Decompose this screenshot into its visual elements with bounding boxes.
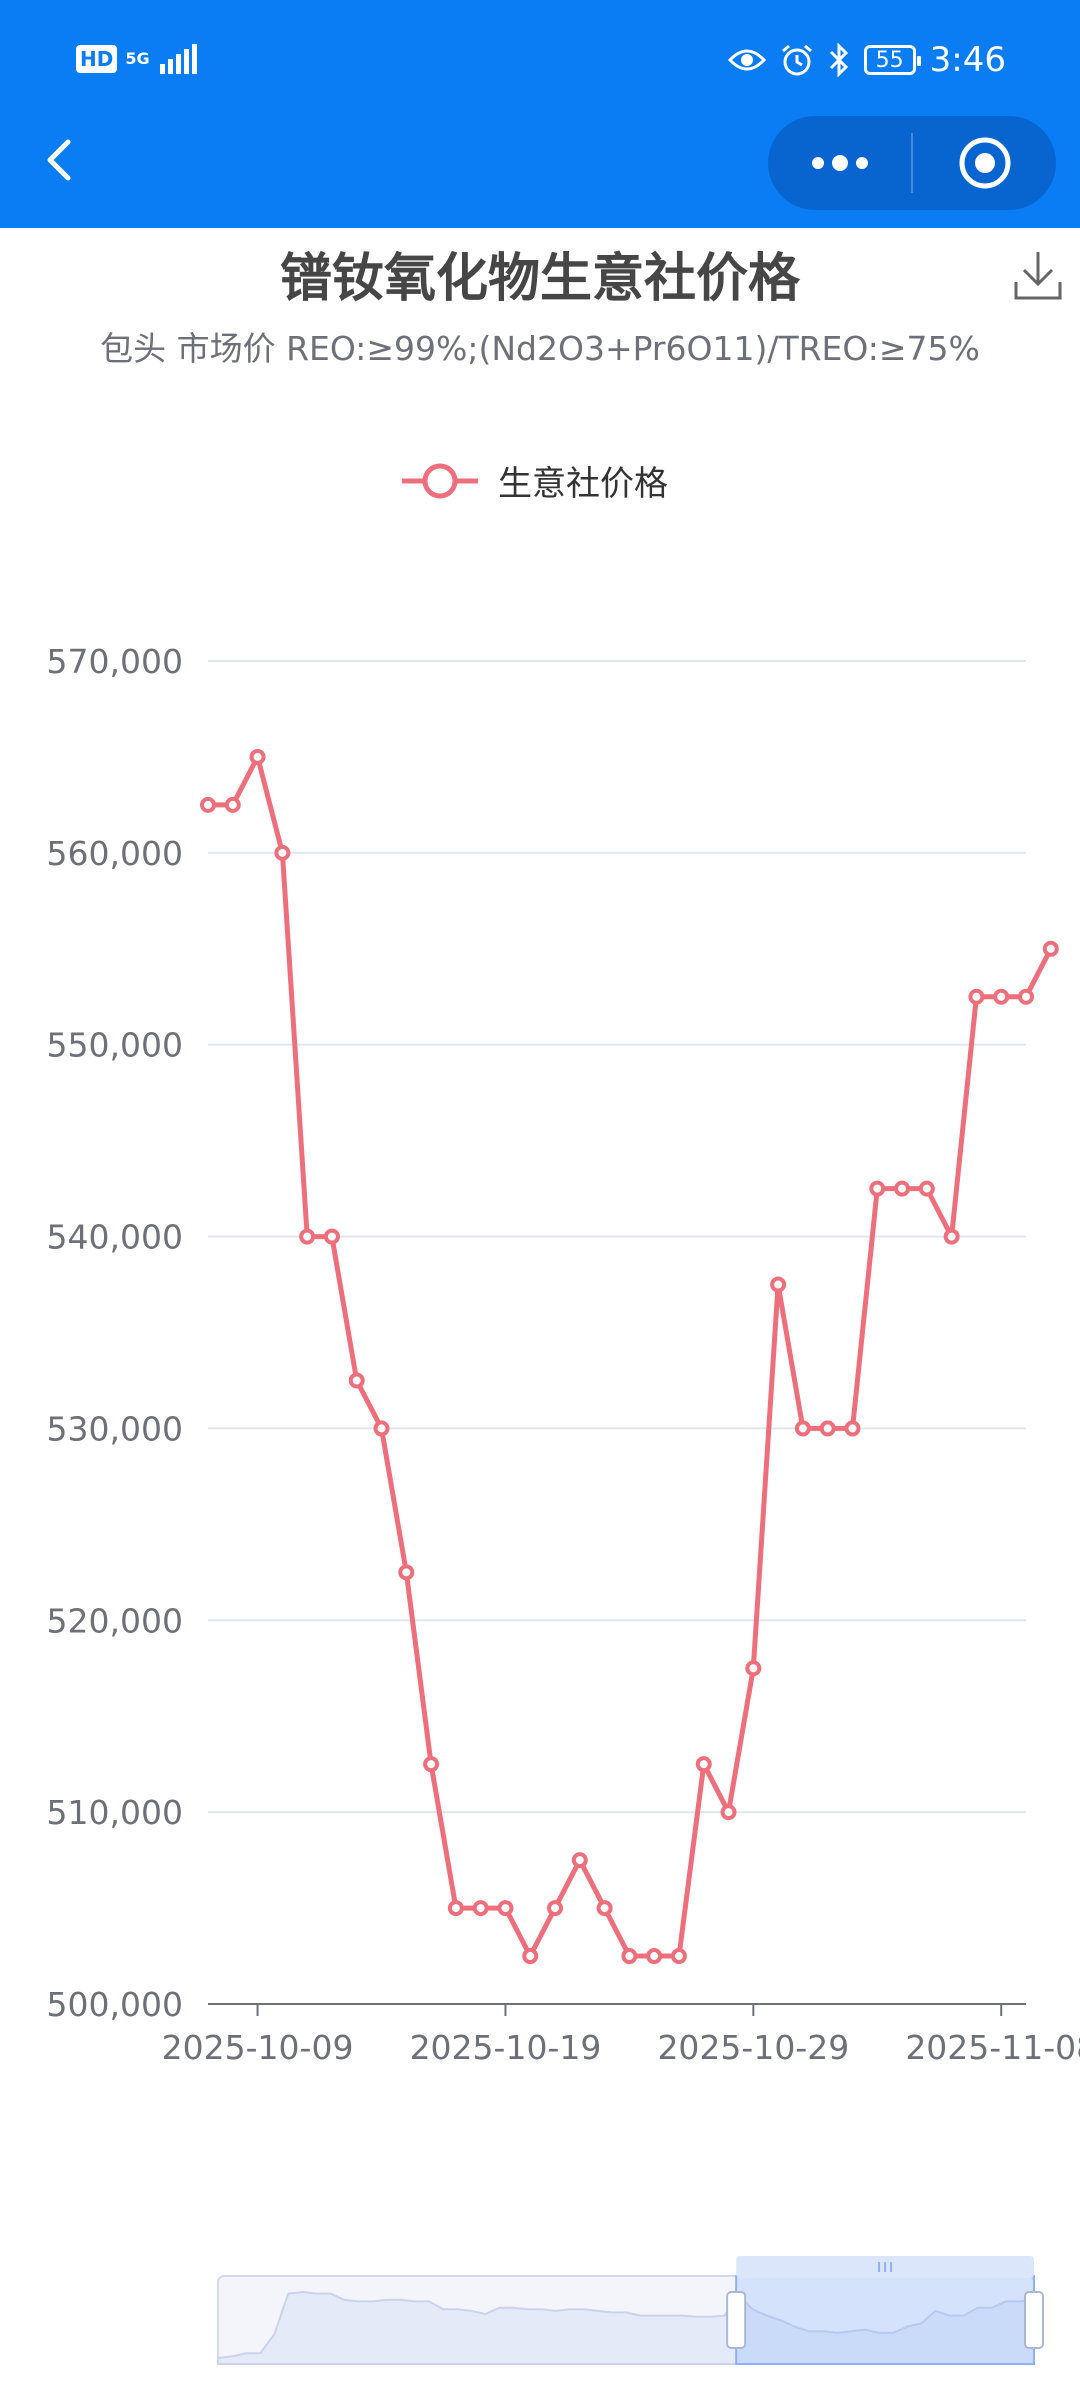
data-point <box>968 988 985 1005</box>
data-point <box>497 1900 514 1917</box>
capsule-divider <box>911 133 913 193</box>
y-tick-label: 570,000 <box>47 642 183 681</box>
top-bar: HD 5G 55 3:46 <box>0 0 1080 228</box>
y-tick-label: 530,000 <box>47 1409 183 1448</box>
data-point <box>522 1948 539 1965</box>
download-icon <box>1014 252 1062 300</box>
data-point <box>200 796 216 813</box>
data-point <box>695 1756 712 1773</box>
bluetooth-icon <box>829 43 848 77</box>
data-point <box>894 1180 911 1197</box>
target-circle-icon <box>959 137 1010 189</box>
data-point <box>398 1564 415 1581</box>
legend[interactable]: 生意社价格 <box>400 456 668 505</box>
legend-label: 生意社价格 <box>498 464 668 504</box>
zoom-overview-area <box>217 2290 1035 2365</box>
x-tick-label: 2025-10-29 <box>657 2028 849 2067</box>
download-button[interactable] <box>1012 248 1064 304</box>
data-point <box>794 1420 811 1437</box>
network-label: 5G <box>125 49 150 68</box>
chart-plot: 500,000 510,000 520,000 530,000 540,000 550,0… <box>47 642 1080 2067</box>
mini-program-capsule <box>768 116 1056 210</box>
x-tick-label: 2025-10-19 <box>410 2028 602 2067</box>
data-point <box>621 1948 638 1965</box>
chevron-left-icon <box>47 139 71 181</box>
data-point <box>1018 988 1034 1005</box>
data-point <box>869 1180 886 1197</box>
chart-title: 镨钕氧化物生意社价格 <box>279 249 800 309</box>
close-button[interactable] <box>913 116 1056 210</box>
zoom-window[interactable] <box>735 2275 1035 2365</box>
data-point <box>646 1948 663 1965</box>
battery-indicator: 55 <box>863 45 921 75</box>
data-point <box>348 1372 365 1389</box>
chart-subtitle: 包头 市场价 REO:≥99%;(Nd2O3+Pr6O11)/TREO:≥75% <box>100 329 980 368</box>
zoom-handle-right[interactable] <box>1024 2291 1044 2349</box>
y-tick-label: 510,000 <box>47 1793 183 1832</box>
alarm-icon <box>781 44 812 76</box>
data-point <box>918 1180 935 1197</box>
more-dots-icon <box>811 155 868 171</box>
data-point <box>1042 940 1059 957</box>
signal-icon <box>159 44 197 74</box>
back-button[interactable] <box>34 130 84 190</box>
eye-icon <box>727 49 766 71</box>
data-point <box>943 1228 960 1245</box>
data-point <box>423 1756 440 1773</box>
y-tick-label: 550,000 <box>47 1026 183 1065</box>
status-right: 55 3:46 <box>727 40 1006 80</box>
data-point <box>770 1276 787 1293</box>
clock: 3:46 <box>929 40 1006 80</box>
data-point <box>670 1948 687 1965</box>
data-point <box>249 748 266 765</box>
y-tick-label: 500,000 <box>47 1985 183 2024</box>
x-tick-label: 2025-11-08 <box>905 2028 1080 2067</box>
zoom-handle-left[interactable] <box>726 2291 747 2349</box>
data-point <box>745 1660 762 1677</box>
data-point <box>447 1900 464 1917</box>
data-point <box>373 1420 390 1437</box>
more-button[interactable] <box>768 116 911 210</box>
data-point <box>224 796 241 813</box>
hd-badge: HD <box>76 45 118 73</box>
data-point <box>844 1420 861 1437</box>
data-point <box>993 988 1010 1005</box>
data-point <box>571 1852 588 1869</box>
y-tick-label: 520,000 <box>47 1601 183 1640</box>
data-point <box>720 1804 737 1821</box>
data-point <box>547 1900 564 1917</box>
y-tick-label: 540,000 <box>47 1218 183 1257</box>
y-tick-label: 560,000 <box>47 834 183 873</box>
data-point <box>274 844 291 861</box>
status-left: HD 5G <box>76 44 198 74</box>
data-point <box>819 1420 836 1437</box>
legend-symbol <box>402 463 478 498</box>
data-point <box>596 1900 613 1917</box>
data-point <box>323 1228 340 1245</box>
data-point <box>472 1900 489 1917</box>
data-point <box>299 1228 316 1245</box>
x-tick-label: 2025-10-09 <box>162 2028 354 2067</box>
